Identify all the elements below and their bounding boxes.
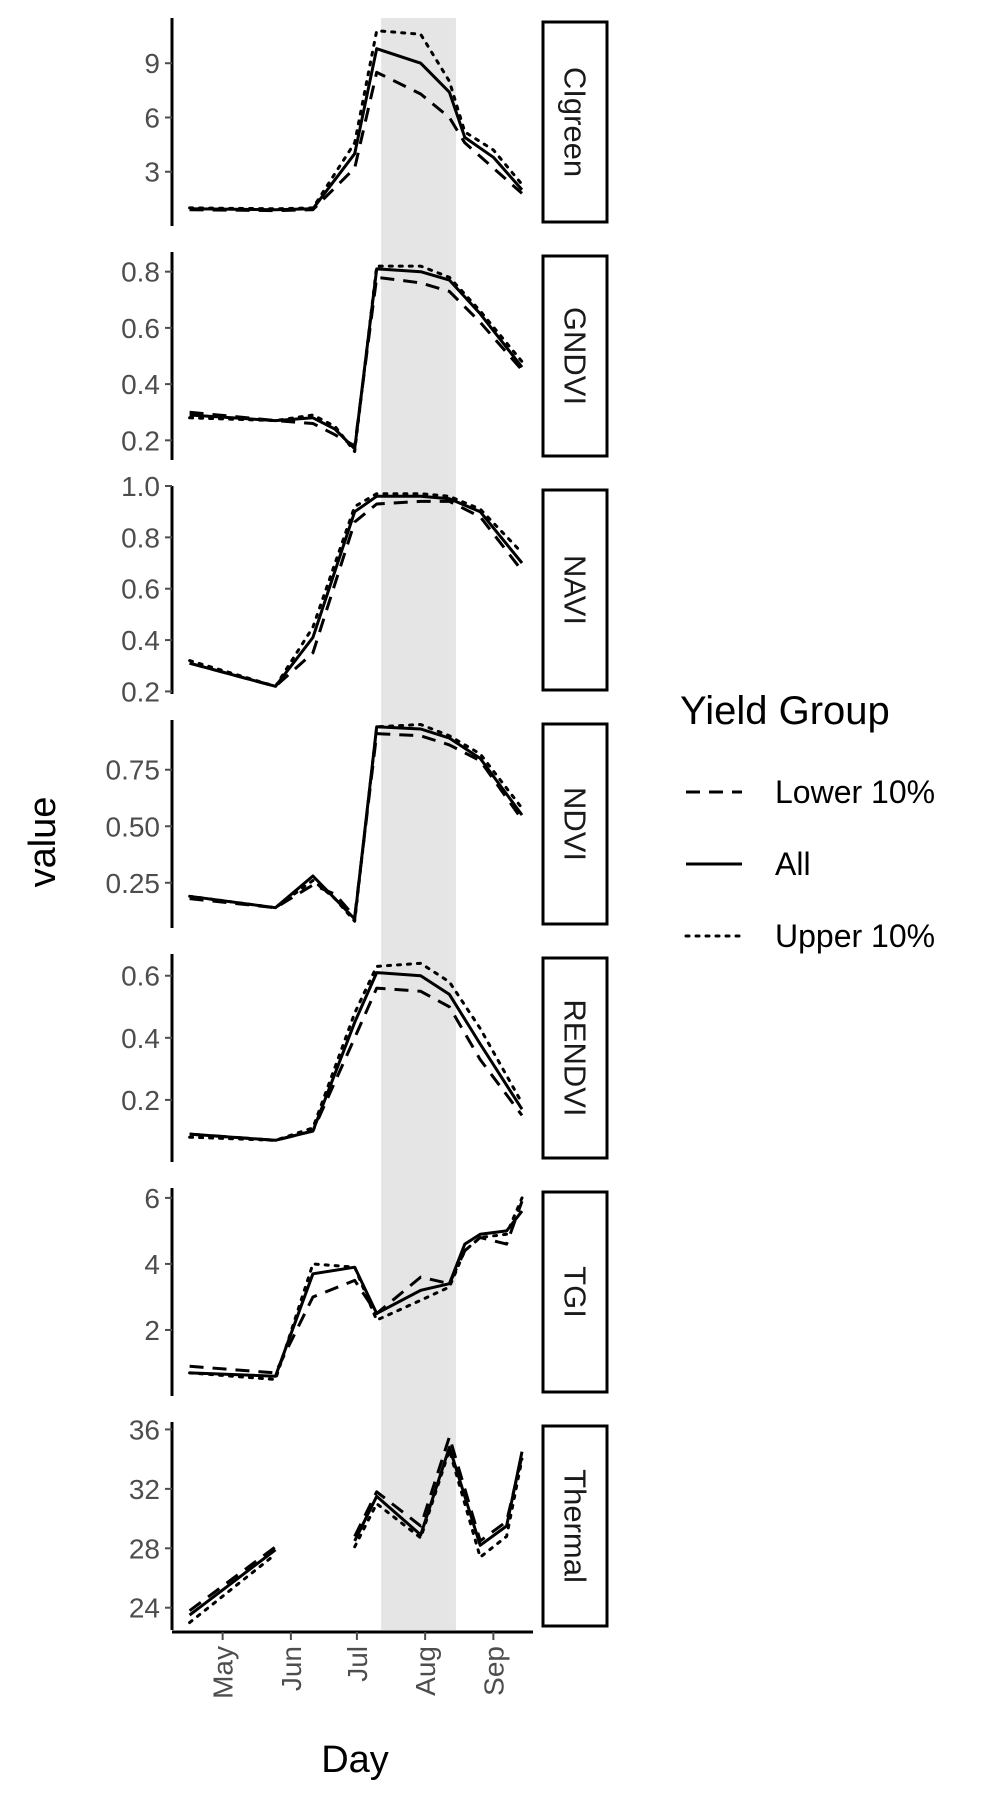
legend-label: All	[775, 846, 811, 882]
y-tick-label-navi: 0.6	[121, 574, 160, 605]
y-tick-label-ndvi: 0.50	[106, 811, 161, 842]
series-line-ndvi	[189, 732, 524, 919]
y-tick-label-thermal: 28	[129, 1533, 160, 1564]
y-tick-label-ndvi: 0.75	[106, 755, 161, 786]
y-tick-label-gndvi: 0.2	[121, 425, 160, 456]
strip-label-rendvi: RENDVI	[558, 999, 593, 1116]
strip-box-ndvi	[541, 722, 609, 926]
x-axis-title: Day	[321, 1739, 389, 1781]
x-tick-label: Jul	[342, 1646, 373, 1682]
series-line-thermal	[188, 1552, 277, 1625]
y-tick-label-ndvi: 0.25	[106, 868, 161, 899]
x-tick-label: Jun	[276, 1646, 307, 1691]
strip-box-tgi	[541, 1190, 609, 1394]
series-line-navi	[188, 492, 524, 688]
y-tick-label-gndvi: 0.8	[121, 257, 160, 288]
series-line-gndvi	[189, 267, 524, 451]
legend-title: Yield Group	[680, 689, 890, 733]
strip-label-ndvi: NDVI	[558, 787, 593, 861]
y-tick-label-tgi: 2	[144, 1315, 160, 1346]
y-tick-label-cigreen: 9	[144, 48, 160, 79]
strip-label-gndvi: GNDVI	[558, 307, 593, 405]
series-line-navi	[189, 494, 524, 688]
y-axis-title: value	[22, 797, 64, 888]
series-line-ndvi	[188, 723, 524, 923]
y-tick-label-cigreen: 6	[144, 102, 160, 133]
series-line-cigreen	[188, 29, 524, 211]
y-tick-label-rendvi: 0.2	[121, 1085, 160, 1116]
y-tick-label-rendvi: 0.4	[121, 1023, 160, 1054]
y-tick-label-tgi: 4	[144, 1249, 160, 1280]
series-line-tgi	[189, 1200, 524, 1375]
y-tick-label-tgi: 6	[144, 1183, 160, 1214]
strip-box-rendvi	[541, 956, 609, 1160]
y-tick-label-navi: 1.0	[121, 471, 160, 502]
highlight-band	[381, 18, 456, 1630]
series-line-tgi	[188, 1196, 524, 1381]
y-tick-label-cigreen: 3	[144, 157, 160, 188]
y-tick-label-rendvi: 0.6	[121, 961, 160, 992]
legend-label: Lower 10%	[775, 774, 935, 810]
y-tick-label-thermal: 36	[129, 1414, 160, 1445]
y-tick-label-thermal: 24	[129, 1593, 160, 1624]
series-line-cigreen	[189, 47, 524, 212]
x-tick-label: Aug	[410, 1646, 441, 1696]
y-tick-label-navi: 0.2	[121, 676, 160, 707]
series-line-thermal	[353, 1435, 524, 1543]
y-tick-label-navi: 0.8	[121, 522, 160, 553]
series-line-thermal	[188, 1545, 277, 1612]
legend-label: Upper 10%	[775, 918, 935, 954]
strip-box-gndvi	[541, 254, 609, 458]
y-tick-label-gndvi: 0.6	[121, 313, 160, 344]
strip-box-cigreen	[541, 20, 609, 224]
y-tick-label-gndvi: 0.4	[121, 369, 160, 400]
strip-label-tgi: TGI	[558, 1266, 593, 1318]
x-tick-label: Sep	[478, 1646, 509, 1696]
series-line-tgi	[189, 1210, 524, 1378]
series-line-thermal	[353, 1445, 524, 1547]
series-line-navi	[189, 499, 524, 688]
strip-box-navi	[541, 488, 609, 692]
strip-label-thermal: Thermal	[558, 1469, 593, 1583]
strip-label-cigreen: CIgreen	[558, 67, 593, 177]
strip-box-thermal	[541, 1424, 609, 1628]
series-line-thermal	[188, 1548, 277, 1617]
strip-label-navi: NAVI	[558, 555, 593, 625]
x-tick-label: May	[208, 1646, 239, 1699]
series-line-thermal	[353, 1448, 524, 1559]
series-line-rendvi	[189, 971, 524, 1142]
series-line-gndvi	[188, 264, 524, 454]
y-tick-label-navi: 0.4	[121, 625, 160, 656]
y-tick-label-thermal: 32	[129, 1474, 160, 1505]
series-line-rendvi	[188, 961, 524, 1142]
